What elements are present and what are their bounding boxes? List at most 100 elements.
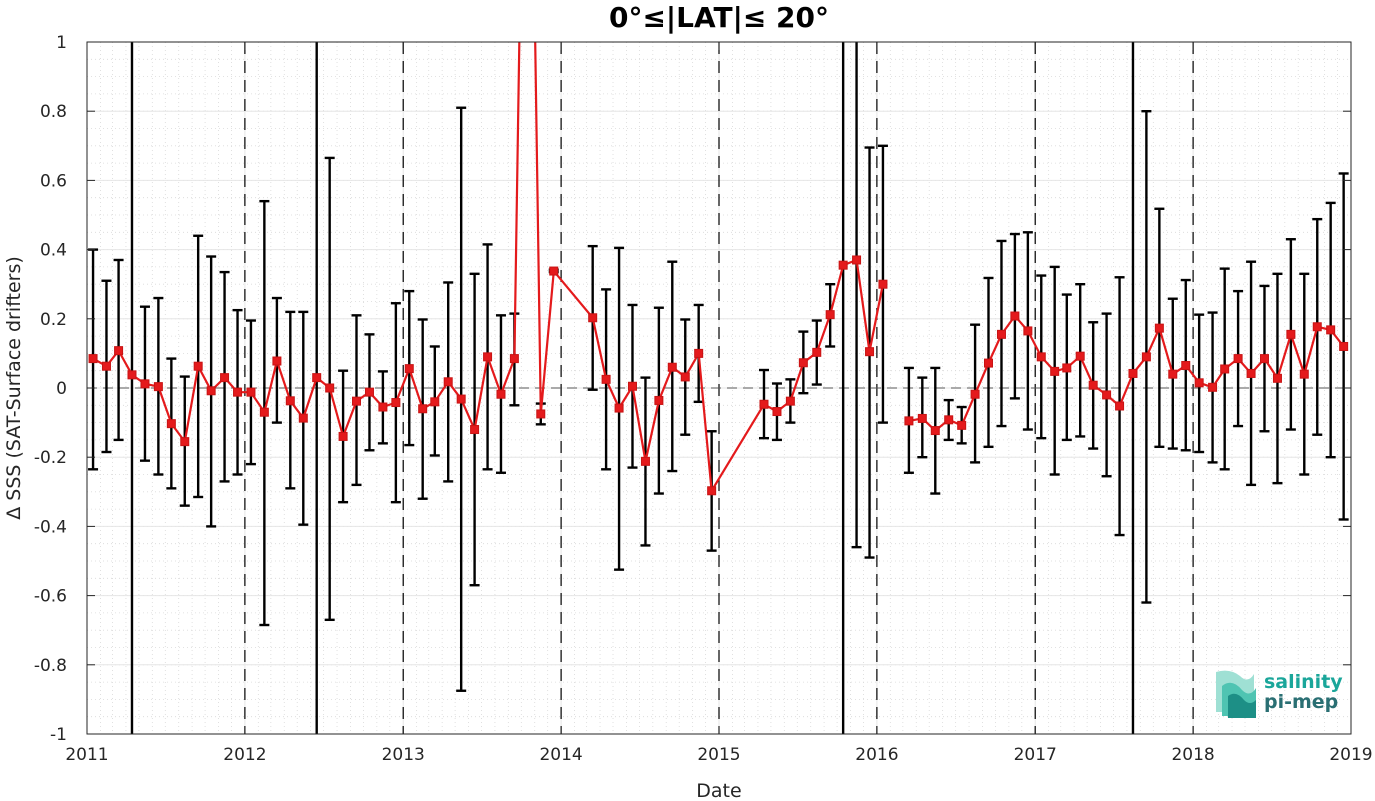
data-point xyxy=(667,362,677,372)
data-point xyxy=(391,398,401,408)
x-tick-label: 2013 xyxy=(382,745,425,765)
data-point xyxy=(1102,390,1112,400)
data-point xyxy=(1339,341,1349,351)
data-point xyxy=(298,413,308,423)
data-point xyxy=(1181,361,1191,371)
data-point xyxy=(443,377,453,387)
data-point xyxy=(1128,368,1138,378)
data-point xyxy=(404,364,414,374)
data-point xyxy=(259,407,269,417)
data-point xyxy=(1312,322,1322,332)
y-tick-label: -0.8 xyxy=(34,656,67,676)
data-point xyxy=(364,387,374,397)
data-point xyxy=(206,386,216,396)
data-point xyxy=(812,347,822,357)
data-point xyxy=(785,396,795,406)
data-point xyxy=(970,389,980,399)
x-axis-label: Date xyxy=(696,780,741,801)
data-point xyxy=(496,389,506,399)
y-tick-label: -0.6 xyxy=(34,587,67,607)
y-tick-label: 0 xyxy=(56,379,67,399)
data-point xyxy=(1075,351,1085,361)
data-point xyxy=(865,347,875,357)
y-tick-label: 0.8 xyxy=(40,102,67,122)
data-point xyxy=(852,255,862,265)
data-point xyxy=(838,260,848,270)
x-axis-ticks: 2011 2012 2013 2014 2015 2016 2017 2018 2019 xyxy=(65,42,1373,765)
data-point xyxy=(694,348,704,358)
y-axis-label: Δ SSS (SAT-Surface drifters) xyxy=(3,256,25,520)
data-point xyxy=(101,361,111,371)
data-point xyxy=(470,425,480,435)
data-point xyxy=(996,329,1006,339)
y-tick-label: 0.4 xyxy=(40,241,67,261)
data-point xyxy=(509,354,519,364)
data-point xyxy=(325,383,335,393)
data-point xyxy=(456,394,466,404)
data-point xyxy=(1010,311,1020,321)
data-point xyxy=(878,279,888,289)
data-point xyxy=(483,352,493,362)
x-tick-label: 2015 xyxy=(697,745,740,765)
data-point xyxy=(338,431,348,441)
data-point xyxy=(627,381,637,391)
data-point xyxy=(1299,369,1309,379)
data-point xyxy=(1326,325,1336,335)
data-point xyxy=(1154,323,1164,333)
data-point xyxy=(180,437,190,447)
y-tick-label: -1 xyxy=(50,725,67,745)
data-point xyxy=(153,382,163,392)
series-path xyxy=(908,314,1345,433)
data-point xyxy=(1233,354,1243,364)
data-point xyxy=(1259,354,1269,364)
data-point xyxy=(549,266,559,276)
data-point xyxy=(418,404,428,414)
data-point xyxy=(917,413,927,423)
data-point xyxy=(166,419,176,429)
data-point xyxy=(680,372,690,382)
data-point xyxy=(904,416,914,426)
data-point xyxy=(798,358,808,368)
data-point xyxy=(233,387,243,397)
salinity-pi-mep-logo: salinity pi-mep xyxy=(1216,670,1343,718)
data-point xyxy=(759,399,769,409)
data-point xyxy=(1194,378,1204,388)
series-markers xyxy=(88,255,1349,496)
data-point xyxy=(1208,382,1218,392)
data-point xyxy=(588,313,598,323)
data-point xyxy=(957,420,967,430)
x-tick-label: 2016 xyxy=(855,745,898,765)
y-tick-label: 1 xyxy=(56,33,67,53)
data-point xyxy=(1286,329,1296,339)
x-tick-label: 2011 xyxy=(65,745,108,765)
logo-text-salinity: salinity xyxy=(1264,671,1343,693)
data-point xyxy=(285,396,295,406)
data-point xyxy=(127,370,137,380)
x-tick-label: 2018 xyxy=(1171,745,1214,765)
x-tick-label: 2012 xyxy=(223,745,266,765)
data-point xyxy=(536,409,546,419)
data-point xyxy=(378,402,388,412)
data-point xyxy=(1168,369,1178,379)
data-point xyxy=(930,426,940,436)
data-point xyxy=(1088,380,1098,390)
y-tick-label: 0.6 xyxy=(40,171,67,191)
data-point xyxy=(1036,352,1046,362)
wave-logo-icon xyxy=(1216,670,1256,718)
y-tick-label: 0.2 xyxy=(40,310,67,330)
x-tick-label: 2014 xyxy=(539,745,582,765)
data-point xyxy=(140,379,150,389)
data-point xyxy=(1272,373,1282,383)
data-point xyxy=(825,310,835,320)
data-point xyxy=(193,361,203,371)
y-axis-ticks: 1 0.8 0.6 0.4 0.2 0 -0.2 -0.4 -0.6 -0.8 -1 xyxy=(34,33,1351,745)
data-point xyxy=(1062,363,1072,373)
data-point xyxy=(614,403,624,413)
data-point xyxy=(220,373,230,383)
y-tick-label: -0.4 xyxy=(34,517,67,537)
data-point xyxy=(944,415,954,425)
chart-title: 0°≤|LAT|≤ 20° xyxy=(609,1,829,34)
x-tick-label: 2019 xyxy=(1329,745,1372,765)
logo-text-pi-mep: pi-mep xyxy=(1264,691,1338,713)
